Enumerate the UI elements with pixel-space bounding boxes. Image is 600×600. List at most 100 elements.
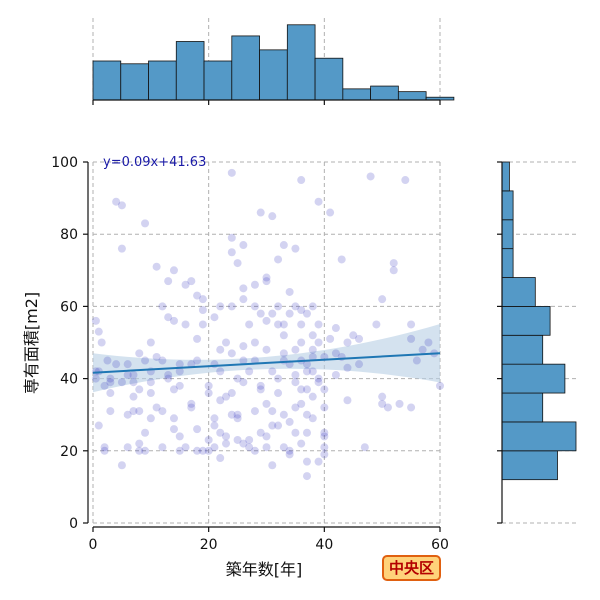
top-histogram-bar	[342, 88, 371, 101]
scatter-point	[152, 262, 161, 271]
scatter-point	[97, 338, 106, 347]
scatter-point	[279, 241, 288, 250]
scatter-point	[262, 273, 271, 282]
scatter-point	[187, 403, 196, 412]
scatter-point	[100, 446, 109, 455]
scatter-point	[285, 417, 294, 426]
scatter-point	[245, 320, 254, 329]
scatter-point	[210, 313, 219, 322]
top-histogram	[92, 24, 455, 105]
scatter-point	[383, 403, 392, 412]
confidence-interval	[93, 323, 440, 393]
scatter-point	[274, 374, 283, 383]
scatter-point	[418, 345, 427, 354]
scatter-point	[256, 381, 265, 390]
scatter-point	[326, 208, 335, 217]
scatter-point	[407, 334, 416, 343]
scatter-point	[407, 320, 416, 329]
scatter-point	[326, 334, 335, 343]
scatter-point	[256, 309, 265, 318]
scatter-point	[395, 399, 404, 408]
scatter-point	[106, 389, 115, 398]
y-tick-label: 40	[60, 372, 78, 388]
scatter-point	[308, 331, 317, 340]
scatter-point	[100, 443, 109, 452]
scatter-point	[378, 295, 387, 304]
scatter-point	[216, 302, 225, 311]
scatter-point	[274, 320, 283, 329]
top-histogram-bar	[314, 57, 344, 101]
right-histogram-bar	[501, 305, 551, 336]
scatter-point	[274, 421, 283, 430]
scatter-point	[274, 302, 283, 311]
x-axis-label: 築年数[年]	[226, 560, 303, 579]
scatter-point	[302, 472, 311, 481]
scatter-point	[141, 428, 150, 437]
scatter-point	[233, 374, 242, 383]
scatter-point	[239, 284, 248, 293]
scatter-point	[117, 461, 126, 470]
scatter-point	[314, 320, 323, 329]
scatter-point	[227, 248, 236, 257]
top-histogram-bar	[203, 60, 233, 101]
scatter-point	[262, 432, 271, 441]
scatter-point	[372, 320, 381, 329]
right-histogram-bar	[501, 277, 536, 307]
scatter-point	[239, 295, 248, 304]
regression-line	[92, 352, 441, 374]
y-tick-label: 0	[69, 516, 78, 532]
scatter-point	[123, 360, 132, 369]
scatter-point	[204, 381, 213, 390]
scatter-point	[164, 277, 173, 286]
scatter-point	[314, 457, 323, 466]
main-axes: 0 20 40 60 0 20 40 60 80 100	[51, 155, 449, 553]
scatter-point	[378, 392, 387, 401]
regression-equation: y=0.09x+41.63	[103, 155, 206, 170]
scatter-point	[129, 370, 138, 379]
scatter-point	[146, 414, 155, 423]
scatter-point	[239, 241, 248, 250]
scatter-point	[181, 280, 190, 289]
scatter-point	[320, 432, 329, 441]
scatter-point	[320, 385, 329, 394]
scatter-point	[355, 360, 364, 369]
scatter-point	[164, 313, 173, 322]
scatter-point	[256, 385, 265, 394]
scatter-point	[291, 428, 300, 437]
scatter-point	[268, 421, 277, 430]
scatter-point	[106, 374, 115, 383]
scatter-point	[320, 443, 329, 452]
right-histogram-bar	[501, 421, 577, 452]
top-histogram-bar	[286, 24, 316, 101]
scatter-point	[181, 443, 190, 452]
scatter-point	[314, 374, 323, 383]
right-histogram-bar	[501, 248, 514, 278]
scatter-point	[320, 428, 329, 437]
scatter-point	[308, 352, 317, 361]
scatter-point	[175, 432, 184, 441]
scatter-point	[123, 370, 132, 379]
regression-line-group	[92, 352, 441, 374]
scatter-point	[233, 410, 242, 419]
right-histogram-bar	[501, 190, 514, 221]
scatter-point	[279, 443, 288, 452]
scatter-point	[117, 244, 126, 253]
scatter-points	[91, 168, 444, 481]
scatter-point	[279, 349, 288, 358]
scatter-point	[222, 439, 231, 448]
scatter-point	[146, 338, 155, 347]
scatter-point	[297, 439, 306, 448]
scatter-point	[268, 461, 277, 470]
scatter-point	[103, 356, 112, 365]
top-histogram-bar	[259, 49, 288, 101]
scatter-point	[216, 428, 225, 437]
scatter-point	[169, 414, 178, 423]
scatter-point	[135, 439, 144, 448]
scatter-point	[245, 367, 254, 376]
y-axis-label: 専有面積[m2]	[22, 292, 41, 394]
scatter-point	[100, 381, 109, 390]
scatter-point	[366, 172, 375, 181]
right-histogram-bar	[501, 334, 544, 365]
scatter-point	[175, 446, 184, 455]
